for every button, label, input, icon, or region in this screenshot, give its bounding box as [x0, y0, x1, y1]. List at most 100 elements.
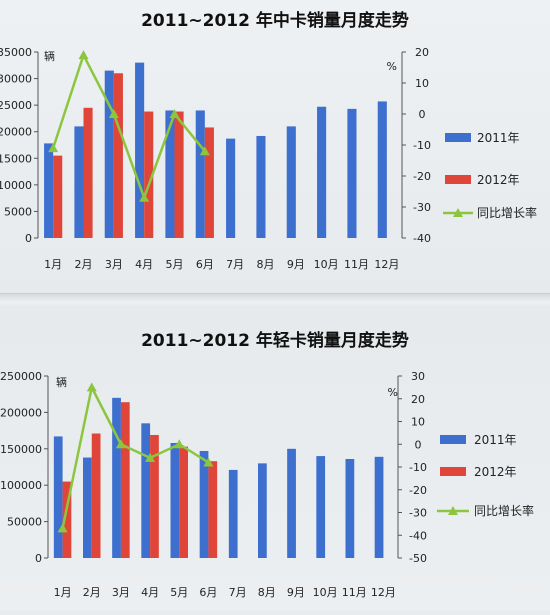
category-label: 3月: [105, 258, 123, 271]
category-label: 7月: [226, 258, 244, 271]
bar-2011-4月: [141, 423, 151, 558]
category-label: 5月: [166, 258, 184, 271]
right-tick-label: 20: [411, 393, 425, 406]
left-tick-label: 25000: [0, 99, 32, 112]
category-label: 11月: [344, 258, 369, 271]
bar-2011-11月: [345, 458, 355, 558]
bar-2011-2月: [74, 126, 84, 238]
bar-2012-5月: [179, 446, 188, 558]
growth-marker: [57, 523, 68, 533]
legend-label-2012: 2012年: [477, 173, 520, 187]
bar-2011-12月: [374, 456, 384, 558]
bar-2012-2月: [83, 107, 93, 238]
plot-area: 0 50000 100000 150000 200000 250000 -50 -40 -30 -…: [0, 370, 427, 599]
right-tick-label: -40: [413, 232, 431, 245]
left-axis-unit: 辆: [44, 49, 55, 63]
left-tick-label: 150000: [0, 443, 42, 456]
plot-area: 0 5000 10000 15000 20000 25000 30000 35000 -40 -3…: [0, 46, 431, 271]
bar-2011-10月: [317, 106, 327, 238]
growth-line: [61, 383, 210, 529]
chart-light-truck: 0 50000 100000 150000 200000 250000 -50 -40 -30 -…: [0, 330, 534, 599]
legend-label-growth: 同比增长率: [477, 205, 537, 220]
bar-2011-10月: [316, 456, 326, 558]
bar-2011-5月: [165, 110, 175, 238]
bar-2012-3月: [113, 73, 123, 238]
legend-label-2011: 2011年: [477, 131, 520, 145]
bar-2011-2月: [83, 457, 92, 558]
category-label: 1月: [44, 258, 62, 271]
right-tick-label: -20: [409, 484, 427, 497]
bar-2011-6月: [199, 450, 209, 558]
page-divider: [0, 293, 550, 308]
left-tick-label: 0: [35, 552, 42, 565]
legend-marker-growth: [453, 208, 463, 217]
category-label: 12月: [374, 258, 399, 271]
category-label: 11月: [342, 586, 367, 599]
growth-marker: [199, 146, 210, 156]
bar-2011-8月: [256, 135, 266, 238]
category-label: 1月: [54, 586, 72, 599]
left-tick-label: 0: [25, 232, 32, 245]
bar-2012-5月: [174, 111, 184, 238]
bar-2012-2月: [91, 433, 101, 558]
category-label: 8月: [258, 586, 276, 599]
category-label: 2月: [83, 586, 101, 599]
right-tick-label: 0: [419, 108, 426, 121]
left-tick-label: 250000: [0, 370, 42, 383]
bar-2011-4月: [135, 62, 145, 238]
left-tick-label: 20000: [0, 126, 32, 139]
category-label: 10月: [314, 258, 339, 271]
chart-title: 2011~2012 年轻卡销量月度走势: [141, 330, 409, 351]
right-tick-label: 30: [411, 370, 425, 383]
right-tick-label: 0: [415, 438, 422, 451]
bar-2011-11月: [347, 108, 357, 238]
category-label: 8月: [257, 258, 275, 271]
category-label: 7月: [229, 586, 247, 599]
bar-2011-9月: [287, 448, 296, 558]
bar-2012-3月: [120, 402, 130, 558]
right-tick-label: 10: [411, 416, 425, 429]
right-tick-label: -50: [409, 552, 427, 565]
chart-title: 2011~2012 年中卡销量月度走势: [141, 10, 409, 31]
bar-2011-1月: [53, 436, 63, 558]
legend: 2011年 2012年 同比增长率: [437, 433, 534, 518]
legend: 2011年 2012年 同比增长率: [443, 131, 537, 220]
left-axis-unit: 辆: [56, 375, 67, 389]
bar-2011-12月: [377, 101, 387, 239]
bar-2011-3月: [104, 70, 114, 238]
left-tick-label: 200000: [0, 406, 42, 419]
left-tick-label: 50000: [7, 516, 42, 529]
left-tick-label: 100000: [0, 479, 42, 492]
right-tick-label: -30: [413, 201, 431, 214]
bar-2011-1月: [44, 143, 54, 238]
category-label: 9月: [287, 258, 305, 271]
category-label: 3月: [112, 586, 130, 599]
bar-2012-6月: [204, 127, 214, 238]
growth-marker: [108, 109, 119, 118]
category-label: 4月: [141, 586, 159, 599]
category-label: 6月: [199, 586, 217, 599]
left-tick-label: 5000: [4, 205, 32, 218]
right-tick-label: -10: [413, 139, 431, 152]
legend-label-2012: 2012年: [474, 465, 517, 479]
left-tick-label: 35000: [0, 46, 32, 59]
growth-marker: [139, 192, 150, 202]
bar-2012-6月: [208, 461, 218, 558]
category-label: 10月: [313, 586, 338, 599]
chart-panel-medium-truck: 0 5000 10000 15000 20000 25000 30000 35000 -40 -3…: [0, 0, 550, 292]
left-tick-label: 10000: [0, 179, 32, 192]
category-label: 9月: [287, 586, 305, 599]
bar-2012-1月: [62, 481, 72, 558]
growth-line: [51, 51, 206, 202]
bar-2011-7月: [226, 138, 236, 238]
category-label: 12月: [371, 586, 396, 599]
growth-marker: [48, 143, 59, 153]
legend-swatch-2011: [440, 435, 466, 444]
legend-label-2011: 2011年: [474, 433, 517, 447]
bar-2011-9月: [286, 126, 296, 238]
bar-2011-5月: [170, 442, 180, 558]
category-label: 4月: [135, 258, 153, 271]
growth-marker: [203, 457, 214, 467]
right-tick-label: 10: [415, 77, 429, 90]
